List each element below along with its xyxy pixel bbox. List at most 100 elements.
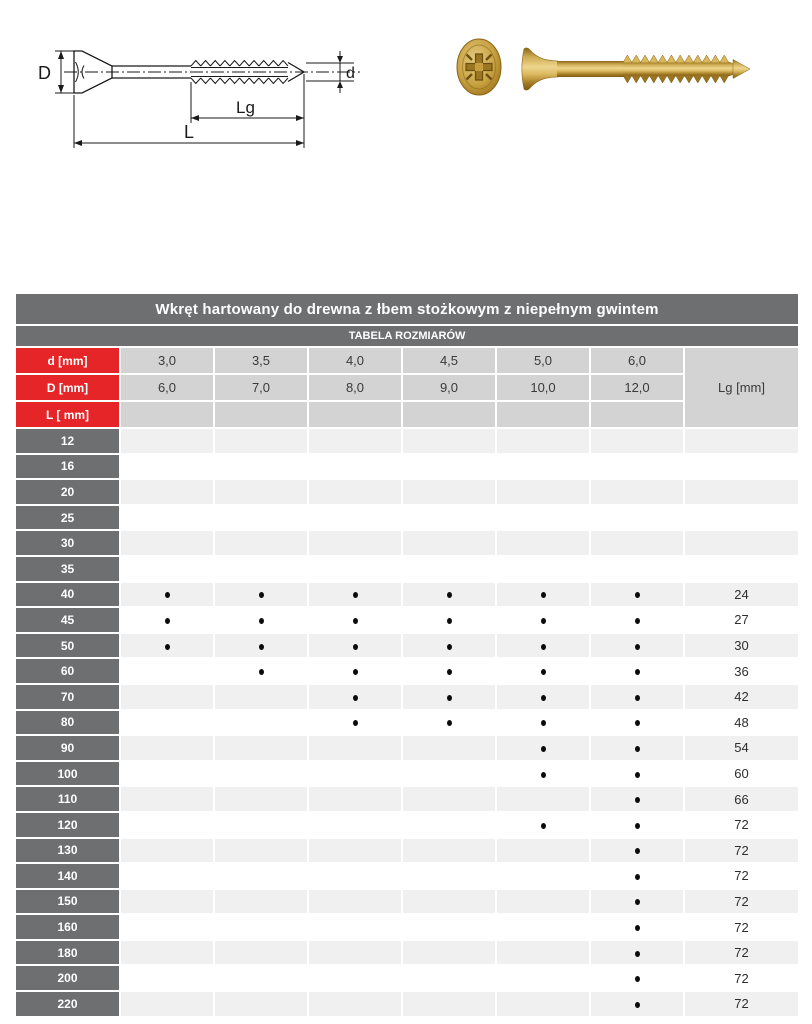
empty-cell xyxy=(495,913,591,941)
row-length-label: 110 xyxy=(14,785,121,813)
empty-cell xyxy=(401,427,497,455)
table-row: 25 xyxy=(14,503,801,532)
table-row: 20 xyxy=(14,478,801,506)
availability-dot xyxy=(352,720,358,727)
availability-dot-cell xyxy=(589,734,685,762)
lg-value: 72 xyxy=(682,938,801,967)
availability-dot xyxy=(258,669,264,676)
empty-cell xyxy=(589,554,685,583)
empty-cell xyxy=(495,990,591,1018)
availability-dot xyxy=(540,720,546,727)
empty-cell xyxy=(119,708,215,737)
arrowhead xyxy=(191,115,199,121)
empty-cell xyxy=(307,478,403,506)
availability-dot xyxy=(164,617,170,624)
availability-dot xyxy=(634,745,640,752)
size-table-body: 12 16 20 25 30 35 40 24 45 27 50 30 60 36 70 42 80 48 90 54… xyxy=(14,427,801,1018)
empty-cell xyxy=(401,554,497,583)
empty-cell xyxy=(119,862,215,890)
availability-dot xyxy=(540,694,546,701)
lg-value: 48 xyxy=(682,708,801,737)
empty-cell xyxy=(401,810,497,839)
lg-value xyxy=(682,452,801,481)
empty-cell xyxy=(119,990,215,1018)
header-value-cell: 4,5 xyxy=(401,346,497,375)
empty-cell xyxy=(119,478,215,506)
availability-dot-cell xyxy=(213,580,309,609)
empty-cell xyxy=(401,836,497,865)
empty-cell xyxy=(119,427,215,455)
header-value-cell: 7,0 xyxy=(213,373,309,402)
availability-dot-cell xyxy=(589,913,685,941)
empty-cell xyxy=(307,938,403,967)
header-value-cell: 3,0 xyxy=(119,346,215,375)
empty-cell xyxy=(495,554,591,583)
availability-dot-cell xyxy=(589,580,685,609)
d-mm-label: d [mm] xyxy=(14,346,121,375)
table-row: 130 72 xyxy=(14,836,801,865)
availability-dot-cell xyxy=(213,657,309,685)
header-row-D: D [mm] 6,0 7,0 8,0 9,0 10,0 12,0 xyxy=(14,373,799,402)
row-length-label: 80 xyxy=(14,708,121,737)
arrowhead xyxy=(337,81,343,88)
header-value-cell xyxy=(119,400,215,429)
L-mm-label: L [ mm] xyxy=(14,400,121,429)
availability-dot-cell xyxy=(495,606,591,634)
thread-teeth-bottom xyxy=(622,75,729,84)
availability-dot xyxy=(446,592,452,599)
recess-arc xyxy=(75,61,79,83)
empty-cell xyxy=(401,862,497,890)
table-title: Wkręt hartowany do drewna z łbem stożkow… xyxy=(13,292,801,326)
empty-cell xyxy=(307,862,403,890)
availability-dot-cell xyxy=(307,606,403,634)
table-row: 35 xyxy=(14,554,801,583)
empty-cell xyxy=(401,478,497,506)
availability-dot-cell xyxy=(401,580,497,609)
dim-Lg-lines xyxy=(190,74,305,148)
availability-dot xyxy=(446,694,452,701)
availability-dot xyxy=(634,643,640,650)
availability-dot-cell xyxy=(589,785,685,813)
lg-value: 72 xyxy=(682,990,801,1018)
availability-dot xyxy=(446,617,452,624)
availability-dot xyxy=(258,592,264,599)
empty-cell xyxy=(401,990,497,1018)
dim-label-D: D xyxy=(38,63,51,83)
empty-cell xyxy=(119,734,215,762)
lg-value xyxy=(682,427,801,455)
row-length-label: 40 xyxy=(14,580,121,609)
lg-value xyxy=(682,478,801,506)
availability-dot-cell xyxy=(401,682,497,711)
availability-dot-cell xyxy=(495,708,591,737)
table-row: 12 xyxy=(14,427,801,455)
empty-cell xyxy=(213,682,309,711)
dim-L-lines xyxy=(73,95,304,148)
dim-d-lines xyxy=(306,51,354,93)
screw-shank xyxy=(557,61,624,77)
lg-value xyxy=(682,554,801,583)
availability-dot-cell xyxy=(495,759,591,788)
availability-dot-cell xyxy=(589,887,685,916)
pozidriv-recess-icon xyxy=(465,53,493,81)
screw-tip-outline xyxy=(287,61,306,83)
row-length-label: 90 xyxy=(14,734,121,762)
lg-value: 72 xyxy=(682,964,801,993)
row-length-label: 150 xyxy=(14,887,121,916)
screw-head-front-view xyxy=(456,38,502,96)
availability-dot-cell xyxy=(495,810,591,839)
arrowhead xyxy=(58,85,64,93)
empty-cell xyxy=(495,785,591,813)
empty-cell xyxy=(213,913,309,941)
table-row: 45 27 xyxy=(14,606,801,634)
availability-dot xyxy=(352,694,358,701)
row-length-label: 180 xyxy=(14,938,121,967)
row-length-label: 12 xyxy=(14,427,121,455)
empty-cell xyxy=(495,503,591,532)
table-row: 50 30 xyxy=(14,631,801,660)
row-length-label: 16 xyxy=(14,452,121,481)
availability-dot xyxy=(634,925,640,932)
empty-cell xyxy=(495,862,591,890)
row-length-label: 25 xyxy=(14,503,121,532)
empty-cell xyxy=(119,785,215,813)
